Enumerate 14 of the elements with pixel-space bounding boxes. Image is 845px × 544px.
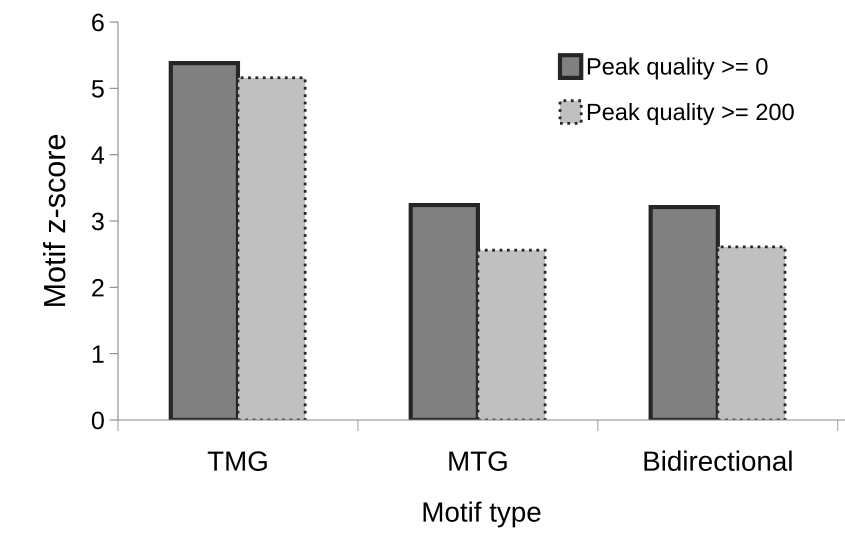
y-tick-label: 6 (92, 14, 104, 32)
y-tick-label: 0 (92, 412, 104, 430)
y-tick-label: 5 (92, 80, 104, 98)
y-tick-label: 3 (92, 212, 104, 230)
legend-label: Peak quality >= 200 (588, 102, 794, 125)
x-axis-title: Motif type (424, 501, 540, 528)
y-tick-label: 4 (91, 146, 104, 164)
x-tick-label: Bidirectional (644, 450, 792, 471)
y-tick-label: 2 (92, 278, 104, 296)
y-tick-label: 1 (92, 346, 104, 363)
legend-label: Peak quality >= 0 (588, 57, 768, 80)
x-tick-label: TMG (208, 451, 267, 471)
y-axis-title: Motif z-score (42, 134, 66, 306)
x-tick-label: MTG (449, 451, 507, 471)
